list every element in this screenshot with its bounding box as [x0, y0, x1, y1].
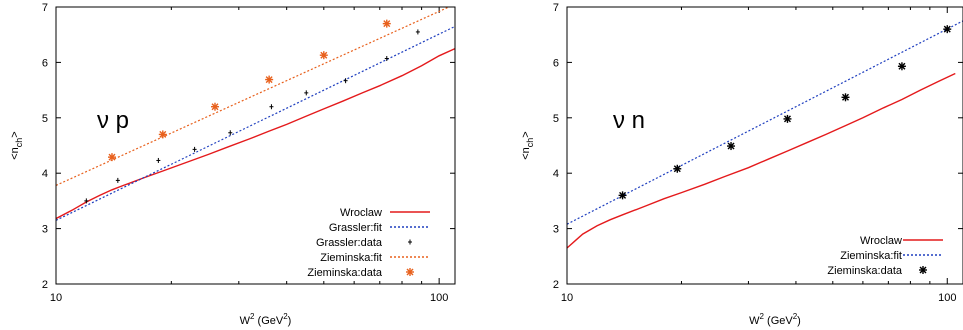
data-point: [84, 198, 89, 204]
legend-label: Zieminska:fit: [840, 250, 902, 262]
x-axis-label: W2 (GeV2): [749, 312, 801, 327]
x-tick-label: 10: [50, 292, 62, 304]
y-axis-label: <nch>: [9, 131, 24, 160]
x-tick-label: 100: [430, 292, 448, 304]
y-tick-label: 6: [42, 57, 48, 69]
legend-label: Grassler:fit: [329, 222, 382, 234]
x-tick-label: 100: [938, 292, 956, 304]
data-point: [107, 153, 116, 162]
legend: Wroclaw Zieminska:fit Zieminska:data: [827, 235, 943, 277]
plot-frame: [566, 6, 963, 285]
legend-label: Wroclaw: [860, 235, 902, 247]
data-point: [269, 104, 274, 110]
legend-label: Zieminska:data: [827, 265, 902, 277]
x-tick-label: 10: [561, 292, 573, 304]
data-point: [841, 93, 850, 102]
data-point: [897, 62, 906, 71]
data-point: [783, 114, 792, 123]
legend: Wroclaw Grassler:fit Grassler:data Zieminsk…: [307, 207, 430, 279]
data-point: [192, 146, 197, 152]
y-tick-label: 5: [42, 113, 48, 125]
series-line-wroclaw: [56, 47, 455, 220]
data-point: [319, 51, 328, 60]
y-tick-label: 2: [553, 279, 559, 291]
y-tick-label: 3: [42, 224, 48, 236]
y-tick-label: 4: [42, 168, 48, 180]
legend-swatch: [408, 239, 412, 245]
data-point: [415, 29, 420, 35]
data-point: [265, 75, 274, 84]
series-line-wroclaw: [567, 72, 956, 249]
legend-swatch: [919, 266, 927, 274]
data-point: [618, 191, 627, 200]
y-tick-label: 7: [553, 2, 559, 14]
data-point: [943, 25, 952, 34]
data-point: [382, 19, 391, 28]
panel-annotation: ν n: [613, 107, 645, 134]
legend-label: Wroclaw: [340, 207, 382, 219]
data-point: [228, 130, 233, 136]
panel-annotation: ν p: [97, 107, 129, 134]
y-tick-label: 3: [553, 224, 559, 236]
series-line-zieminska-fit: [56, 7, 451, 186]
legend-label: Zieminska:fit: [320, 252, 382, 264]
chart-panel-2: 2 3 4 5 6 7 10 100 ν n <nch> W2 (GeV2) Wroclaw Ziemi…: [520, 2, 963, 327]
data-point: [304, 90, 309, 96]
y-tick-label: 4: [553, 168, 559, 180]
chart-panel-1: 2 3 4 5 6 7 10 100 ν p <nch> W2 (GeV2) Wroclaw Grass…: [9, 2, 456, 327]
data-point: [384, 56, 389, 62]
data-point: [156, 157, 161, 163]
plot-frame: [55, 6, 456, 285]
y-tick-label: 5: [553, 113, 559, 125]
x-axis-label: W2 (GeV2): [240, 312, 292, 327]
legend-swatch: [406, 268, 414, 276]
y-axis-label: <nch>: [520, 131, 535, 160]
data-point: [158, 130, 167, 139]
data-point: [343, 78, 348, 84]
data-point: [673, 164, 682, 173]
data-point: [210, 102, 219, 111]
data-point: [727, 142, 736, 151]
legend-label: Grassler:data: [316, 237, 383, 249]
plot-area: [567, 20, 963, 249]
plot-area: [56, 7, 455, 221]
y-tick-label: 6: [553, 57, 559, 69]
y-tick-label: 2: [42, 279, 48, 291]
y-tick-label: 7: [42, 2, 48, 14]
data-point: [115, 177, 120, 183]
legend-label: Zieminska:data: [307, 267, 382, 279]
